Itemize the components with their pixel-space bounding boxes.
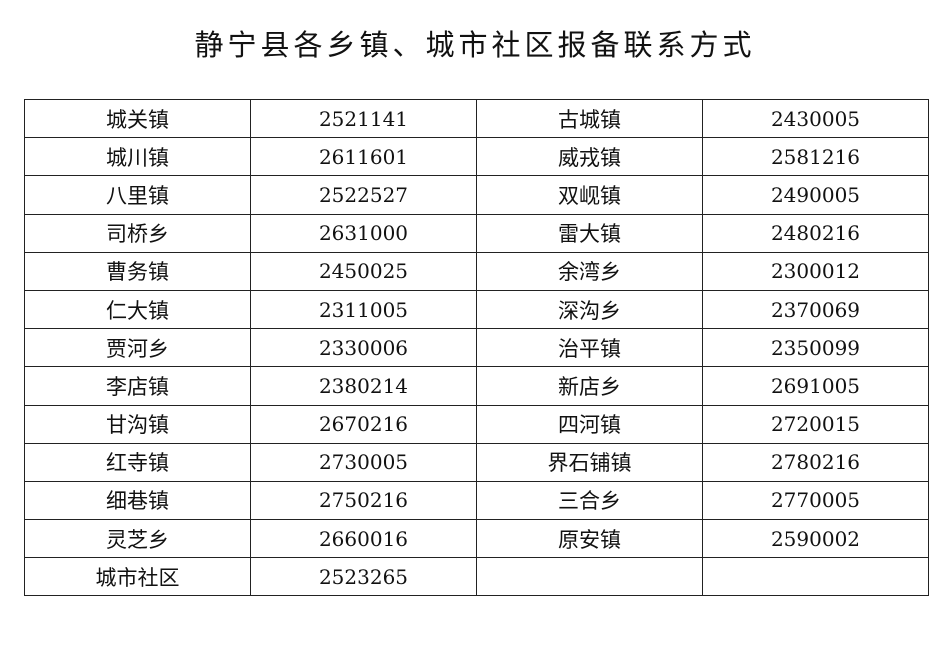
phone-number-cell: 2780216 <box>702 442 929 482</box>
town-name-cell: 余湾乡 <box>476 251 703 291</box>
town-name-cell: 古城镇 <box>476 98 703 139</box>
town-name-cell: 城市社区 <box>24 557 251 597</box>
phone-number-cell: 2691005 <box>702 366 929 406</box>
town-name-cell: 甘沟镇 <box>24 404 251 444</box>
table-row: 甘沟镇 2670216 四河镇 2720015 <box>24 404 929 444</box>
town-name-cell: 仁大镇 <box>24 289 251 330</box>
town-name-cell: 李店镇 <box>24 366 251 406</box>
town-name-cell: 曹务镇 <box>24 251 251 291</box>
phone-number-cell: 2521141 <box>250 98 477 139</box>
table-row: 李店镇 2380214 新店乡 2691005 <box>24 366 929 406</box>
town-name-cell: 新店乡 <box>476 366 703 406</box>
phone-number-cell: 2670216 <box>250 404 477 444</box>
town-name-cell: 司桥乡 <box>24 213 251 253</box>
table-row: 仁大镇 2311005 深沟乡 2370069 <box>24 289 929 330</box>
table-row: 细巷镇 2750216 三合乡 2770005 <box>24 480 929 521</box>
table-row: 司桥乡 2631000 雷大镇 2480216 <box>24 213 929 253</box>
town-name-cell: 原安镇 <box>476 519 703 559</box>
table-row: 曹务镇 2450025 余湾乡 2300012 <box>24 251 929 291</box>
town-name-cell <box>476 557 703 597</box>
town-name-cell: 灵芝乡 <box>24 519 251 559</box>
table-row: 城川镇 2611601 威戎镇 2581216 <box>24 137 929 177</box>
phone-number-cell: 2611601 <box>250 137 477 177</box>
town-name-cell: 细巷镇 <box>24 480 251 521</box>
phone-number-cell: 2631000 <box>250 213 477 253</box>
phone-number-cell <box>702 557 929 597</box>
phone-number-cell: 2581216 <box>702 137 929 177</box>
phone-number-cell: 2330006 <box>250 328 477 368</box>
phone-number-cell: 2380214 <box>250 366 477 406</box>
phone-number-cell: 2750216 <box>250 480 477 521</box>
table-row: 城关镇 2521141 古城镇 2430005 <box>24 98 929 139</box>
phone-number-cell: 2660016 <box>250 519 477 559</box>
town-name-cell: 城关镇 <box>24 98 251 139</box>
town-name-cell: 威戎镇 <box>476 137 703 177</box>
table-row: 红寺镇 2730005 界石铺镇 2780216 <box>24 442 929 482</box>
table-row: 城市社区 2523265 <box>24 557 929 597</box>
phone-number-cell: 2430005 <box>702 98 929 139</box>
town-name-cell: 四河镇 <box>476 404 703 444</box>
table-row: 八里镇 2522527 双岘镇 2490005 <box>24 175 929 215</box>
contact-table: 城关镇 2521141 古城镇 2430005 城川镇 2611601 威戎镇 2581216… <box>24 98 929 597</box>
phone-number-cell: 2450025 <box>250 251 477 291</box>
phone-number-cell: 2300012 <box>702 251 929 291</box>
phone-number-cell: 2720015 <box>702 404 929 444</box>
phone-number-cell: 2730005 <box>250 442 477 482</box>
phone-number-cell: 2490005 <box>702 175 929 215</box>
table-row: 灵芝乡 2660016 原安镇 2590002 <box>24 519 929 559</box>
phone-number-cell: 2370069 <box>702 289 929 330</box>
town-name-cell: 贾河乡 <box>24 328 251 368</box>
town-name-cell: 双岘镇 <box>476 175 703 215</box>
page-title: 静宁县各乡镇、城市社区报备联系方式 <box>194 28 756 62</box>
phone-number-cell: 2523265 <box>250 557 477 597</box>
table-row: 贾河乡 2330006 治平镇 2350099 <box>24 328 929 368</box>
town-name-cell: 雷大镇 <box>476 213 703 253</box>
town-name-cell: 红寺镇 <box>24 442 251 482</box>
town-name-cell: 城川镇 <box>24 137 251 177</box>
town-name-cell: 八里镇 <box>24 175 251 215</box>
town-name-cell: 界石铺镇 <box>476 442 703 482</box>
town-name-cell: 深沟乡 <box>476 289 703 330</box>
phone-number-cell: 2311005 <box>250 289 477 330</box>
town-name-cell: 三合乡 <box>476 480 703 521</box>
phone-number-cell: 2480216 <box>702 213 929 253</box>
town-name-cell: 治平镇 <box>476 328 703 368</box>
phone-number-cell: 2350099 <box>702 328 929 368</box>
phone-number-cell: 2590002 <box>702 519 929 559</box>
phone-number-cell: 2522527 <box>250 175 477 215</box>
phone-number-cell: 2770005 <box>702 480 929 521</box>
